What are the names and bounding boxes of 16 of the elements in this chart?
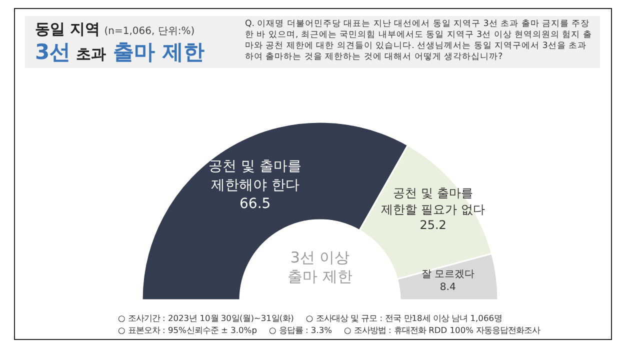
slice-label: 공천 및 출마를 제한해야 한다: [208, 158, 302, 194]
text: Q. 이재명 더불어민주당 대표는 지난 대선에서 동일 지역구 3선 초과 출마 금지를 주장한 바 있으며, 최근에는 국민의힘 내부에서도 동일 지역구 3선 이상 현역의원의 험지 출마와 공천 제한에 대한 의견들이 있습니다. 선생님께서는 동일 지역구에서 3선을 초과하여 출마하는 것을 제한하는 것에 대해서 어떻게 생각하십니까?: [245, 19, 593, 63]
text: 3선 이상 출마 제한: [288, 248, 352, 286]
text: ○ 조사방법 : 휴대전화 RDD 100% 자동응답전화조사: [344, 325, 540, 335]
chart-title: 동일 지역: [35, 20, 100, 38]
text: ○ 조사대상 및 규모 : 전국 만18세 이상 남녀 1,066명: [306, 313, 502, 323]
text: ○ 표본오차 : 95%신뢰수준 ± 3.0%p: [118, 325, 257, 335]
chart-subtitle: 3선 초과 출마 제한: [35, 40, 204, 64]
data-label: 66.5: [240, 196, 271, 212]
text: ○ 조사기간 : 2023년 10월 30일(월)~31일(화): [118, 313, 294, 323]
text: ○ 응답률 : 3.3%: [268, 325, 332, 335]
text: (n=1,066, 단위:%): [104, 26, 195, 37]
data-label: 25.2: [420, 218, 446, 232]
slice-label: 잘 모르겠다: [421, 269, 474, 280]
slice-label: 공천 및 출마를 제한할 필요가 없다: [381, 186, 485, 216]
data-label: 8.4: [440, 282, 456, 294]
